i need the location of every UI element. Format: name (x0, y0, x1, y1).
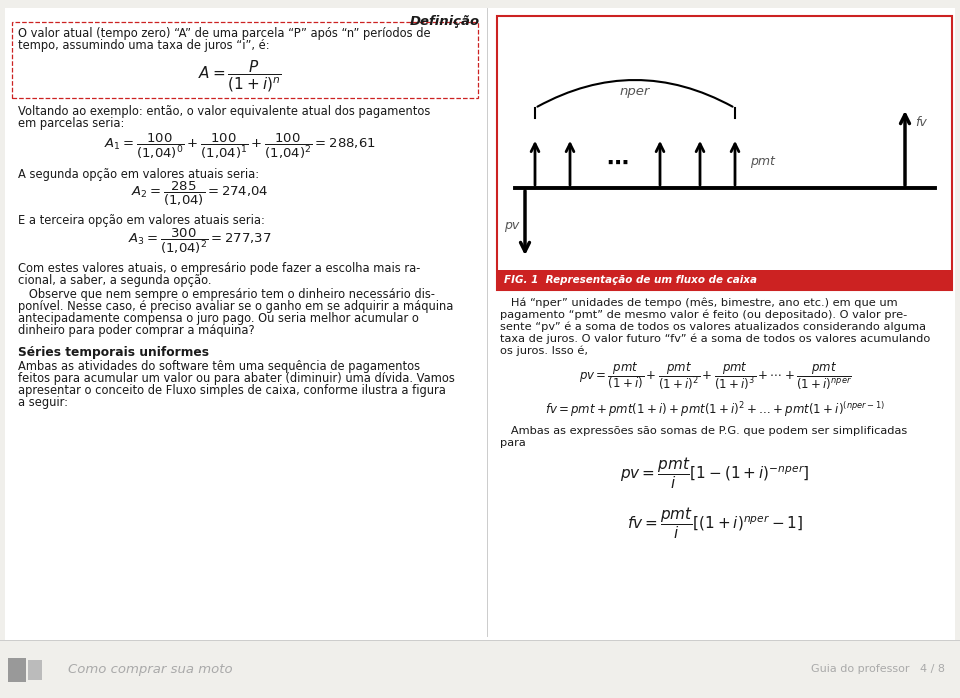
Text: Voltando ao exemplo: então, o valor equivalente atual dos pagamentos: Voltando ao exemplo: então, o valor equi… (18, 105, 430, 118)
Text: fv: fv (915, 117, 926, 130)
Text: apresentar o conceito de Fluxo simples de caixa, conforme ilustra a figura: apresentar o conceito de Fluxo simples d… (18, 384, 445, 397)
Text: Observe que nem sempre o empresário tem o dinheiro necessário dis-: Observe que nem sempre o empresário tem … (18, 288, 435, 301)
Text: pagamento “pmt” de mesmo valor é feito (ou depositado). O valor pre-: pagamento “pmt” de mesmo valor é feito (… (500, 309, 907, 320)
Text: ponível. Nesse caso, é preciso avaliar se o ganho em se adquirir a máquina: ponível. Nesse caso, é preciso avaliar s… (18, 300, 453, 313)
Text: pmt: pmt (750, 154, 775, 168)
Text: sente “pv” é a soma de todos os valores atualizados considerando alguma: sente “pv” é a soma de todos os valores … (500, 321, 926, 332)
Bar (497, 16, 952, 290)
Text: para: para (500, 438, 526, 448)
Text: $A = \dfrac{P}{(1+i)^n}$: $A = \dfrac{P}{(1+i)^n}$ (198, 59, 282, 94)
Text: Ambas as expressões são somas de P.G. que podem ser simplificadas: Ambas as expressões são somas de P.G. qu… (500, 426, 907, 436)
Text: FIG. 1  Representação de um fluxo de caixa: FIG. 1 Representação de um fluxo de caix… (504, 275, 757, 285)
Text: em parcelas seria:: em parcelas seria: (18, 117, 125, 130)
Text: Séries temporais uniformes: Séries temporais uniformes (18, 346, 209, 359)
Text: Com estes valores atuais, o empresário pode fazer a escolha mais ra-: Com estes valores atuais, o empresário p… (18, 262, 420, 275)
Text: $\mathbf{\cdots}$: $\mathbf{\cdots}$ (606, 153, 628, 173)
Text: cional, a saber, a segunda opção.: cional, a saber, a segunda opção. (18, 274, 211, 287)
Text: Há “nper” unidades de tempo (mês, bimestre, ano etc.) em que um: Há “nper” unidades de tempo (mês, bimest… (500, 297, 898, 308)
Text: tempo, assumindo uma taxa de juros “i”, é:: tempo, assumindo uma taxa de juros “i”, … (18, 39, 270, 52)
Text: Guia do professor   4 / 8: Guia do professor 4 / 8 (811, 664, 945, 674)
Bar (0, 640, 960, 698)
Text: Ambas as atividades do software têm uma sequência de pagamentos: Ambas as atividades do software têm uma … (18, 360, 420, 373)
Text: pv: pv (504, 219, 519, 232)
Text: taxa de juros. O valor futuro “fv” é a soma de todos os valores acumulando: taxa de juros. O valor futuro “fv” é a s… (500, 333, 930, 343)
Bar (8, 658, 26, 682)
Text: $fv = pmt + pmt(1+i) + pmt(1+i)^2 + \ldots + pmt(1+i)^{(nper-1)}$: $fv = pmt + pmt(1+i) + pmt(1+i)^2 + \ldo… (545, 401, 885, 419)
Text: O valor atual (tempo zero) “A” de uma parcela “P” após “n” períodos de: O valor atual (tempo zero) “A” de uma pa… (18, 27, 431, 40)
Text: dinheiro para poder comprar a máquina?: dinheiro para poder comprar a máquina? (18, 324, 254, 337)
Bar (12, 22, 478, 98)
Text: Como comprar sua moto: Como comprar sua moto (68, 662, 232, 676)
Text: nper: nper (620, 85, 650, 98)
Text: $A_1 = \dfrac{100}{(1{,}04)^0} + \dfrac{100}{(1{,}04)^1} + \dfrac{100}{(1{,}04)^: $A_1 = \dfrac{100}{(1{,}04)^0} + \dfrac{… (104, 131, 376, 161)
Text: Definição: Definição (410, 15, 480, 28)
Text: $fv = \dfrac{pmt}{i}\left[(1+i)^{nper}-1\right]$: $fv = \dfrac{pmt}{i}\left[(1+i)^{nper}-1… (627, 505, 804, 541)
Text: antecipadamente compensa o juro pago. Ou seria melhor acumular o: antecipadamente compensa o juro pago. Ou… (18, 312, 419, 325)
Text: $A_2 = \dfrac{285}{(1{,}04)} = 274{,}04$: $A_2 = \dfrac{285}{(1{,}04)} = 274{,}04$ (132, 180, 269, 208)
Text: A segunda opção em valores atuais seria:: A segunda opção em valores atuais seria: (18, 168, 259, 181)
Text: $A_3 = \dfrac{300}{(1{,}04)^2} = 277{,}37$: $A_3 = \dfrac{300}{(1{,}04)^2} = 277{,}3… (129, 226, 272, 255)
Text: $pv = \dfrac{pmt}{i}\left[1-(1+i)^{-nper}\right]$: $pv = \dfrac{pmt}{i}\left[1-(1+i)^{-nper… (620, 455, 810, 491)
Bar (497, 270, 952, 290)
Text: a seguir:: a seguir: (18, 396, 68, 409)
Text: feitos para acumular um valor ou para abater (diminuir) uma dívida. Vamos: feitos para acumular um valor ou para ab… (18, 372, 455, 385)
Text: $pv = \dfrac{pmt}{(1+i)} + \dfrac{pmt}{(1+i)^2} + \dfrac{pmt}{(1+i)^3} + \cdots : $pv = \dfrac{pmt}{(1+i)} + \dfrac{pmt}{(… (579, 360, 852, 392)
Text: os juros. Isso é,: os juros. Isso é, (500, 345, 588, 355)
Bar (28, 660, 42, 680)
Text: E a terceira opção em valores atuais seria:: E a terceira opção em valores atuais ser… (18, 214, 265, 227)
